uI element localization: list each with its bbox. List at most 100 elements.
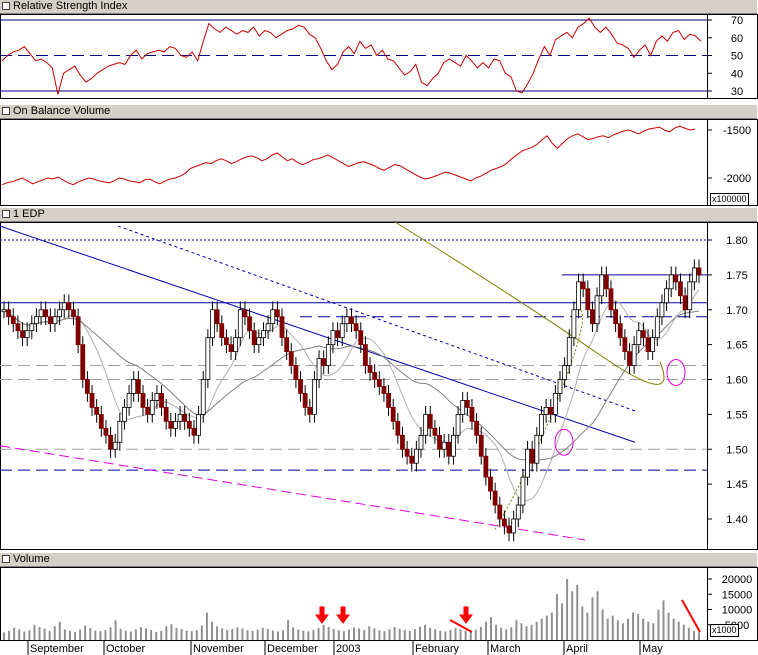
trendline-down bbox=[0, 225, 636, 443]
panel-checkbox-icon[interactable] bbox=[2, 555, 10, 563]
candle bbox=[390, 406, 396, 422]
candle bbox=[631, 344, 637, 366]
volume-arrow bbox=[459, 606, 473, 624]
panel-checkbox-icon[interactable] bbox=[2, 210, 10, 218]
candle bbox=[678, 281, 683, 297]
candle bbox=[200, 379, 206, 415]
x-axis-label: September bbox=[30, 643, 84, 655]
candle bbox=[265, 323, 271, 332]
panel-frame bbox=[0, 14, 758, 99]
candle bbox=[488, 476, 493, 492]
candle bbox=[191, 427, 197, 436]
candle bbox=[94, 406, 100, 415]
candle bbox=[506, 525, 512, 534]
panel-checkbox-icon[interactable] bbox=[2, 107, 10, 115]
candle bbox=[312, 379, 317, 415]
tick-label: 1.55 bbox=[726, 409, 747, 421]
candle bbox=[404, 448, 410, 457]
candle bbox=[474, 420, 480, 436]
volume-unit-label: x1000 bbox=[710, 624, 739, 637]
candle bbox=[622, 337, 628, 352]
candle bbox=[85, 379, 90, 394]
volume-slash bbox=[449, 619, 473, 633]
candle bbox=[539, 413, 544, 436]
tick-label: 50 bbox=[731, 51, 743, 63]
trendline-dotted bbox=[117, 225, 636, 412]
candle bbox=[1, 309, 7, 313]
candle bbox=[182, 413, 188, 422]
tick-label: 1.80 bbox=[726, 235, 747, 247]
candle bbox=[145, 406, 151, 415]
candle bbox=[168, 420, 174, 429]
candle bbox=[43, 309, 49, 318]
candle bbox=[571, 309, 577, 339]
candle bbox=[140, 393, 146, 408]
candle bbox=[613, 309, 618, 325]
candle bbox=[654, 316, 660, 339]
candle bbox=[173, 420, 178, 429]
long-moving-average bbox=[394, 221, 665, 385]
candle bbox=[441, 441, 447, 450]
panel-checkbox-icon[interactable] bbox=[2, 2, 10, 10]
candle bbox=[335, 330, 341, 339]
candle bbox=[362, 344, 368, 366]
candle bbox=[455, 413, 461, 436]
candle bbox=[641, 330, 646, 339]
candle bbox=[478, 434, 484, 457]
candle bbox=[358, 330, 364, 346]
candle bbox=[409, 455, 415, 464]
rsi-panel-header: Relative Strength Index bbox=[0, 0, 757, 14]
candle bbox=[525, 448, 530, 478]
obv-panel-header: On Balance Volume bbox=[0, 105, 757, 119]
candle bbox=[418, 434, 424, 450]
candle bbox=[372, 372, 378, 380]
candle bbox=[284, 337, 290, 352]
candle bbox=[163, 406, 169, 422]
rsi-panel: 30 40 50 60 70 bbox=[0, 15, 743, 98]
x-axis-label: 2003 bbox=[336, 643, 360, 655]
volume-panel-title: Volume bbox=[13, 553, 50, 565]
candle bbox=[298, 379, 303, 394]
candle bbox=[330, 330, 336, 346]
candle bbox=[427, 413, 433, 429]
candle bbox=[196, 413, 202, 436]
volume-panel: 5000100001500020000 bbox=[3, 574, 753, 640]
candle bbox=[307, 406, 313, 415]
candle bbox=[10, 316, 16, 325]
tick-label: 1.50 bbox=[726, 444, 747, 456]
candle bbox=[149, 400, 155, 415]
candle bbox=[446, 441, 452, 457]
candle bbox=[381, 386, 387, 394]
tick-label: 15000 bbox=[722, 589, 753, 601]
candle bbox=[367, 365, 373, 373]
tick-label: 60 bbox=[731, 33, 743, 45]
candle bbox=[237, 309, 243, 339]
candle bbox=[636, 330, 642, 346]
candle bbox=[20, 330, 25, 339]
highlight-ellipse bbox=[666, 359, 686, 387]
candle bbox=[274, 309, 280, 318]
x-axis-label: November bbox=[193, 643, 244, 655]
tick-label: -2000 bbox=[723, 173, 751, 185]
candle bbox=[529, 448, 535, 464]
candle bbox=[80, 344, 86, 380]
candle bbox=[75, 316, 81, 346]
candle bbox=[61, 302, 67, 311]
candle bbox=[339, 323, 345, 339]
candle bbox=[117, 420, 123, 443]
candle bbox=[228, 344, 234, 352]
candle bbox=[413, 448, 419, 464]
obv-panel: -2000 -1500 bbox=[1, 125, 751, 186]
candle bbox=[47, 316, 53, 325]
tick-label: 70 bbox=[731, 15, 743, 27]
candle bbox=[543, 406, 549, 415]
candle bbox=[6, 309, 12, 318]
candle bbox=[256, 337, 262, 346]
tick-label: -1500 bbox=[723, 125, 751, 137]
candle bbox=[552, 393, 558, 415]
candle bbox=[492, 490, 498, 506]
candle bbox=[534, 434, 540, 464]
obv-unit-label: x100000 bbox=[710, 193, 749, 206]
candle bbox=[223, 337, 229, 346]
candle bbox=[242, 309, 248, 318]
